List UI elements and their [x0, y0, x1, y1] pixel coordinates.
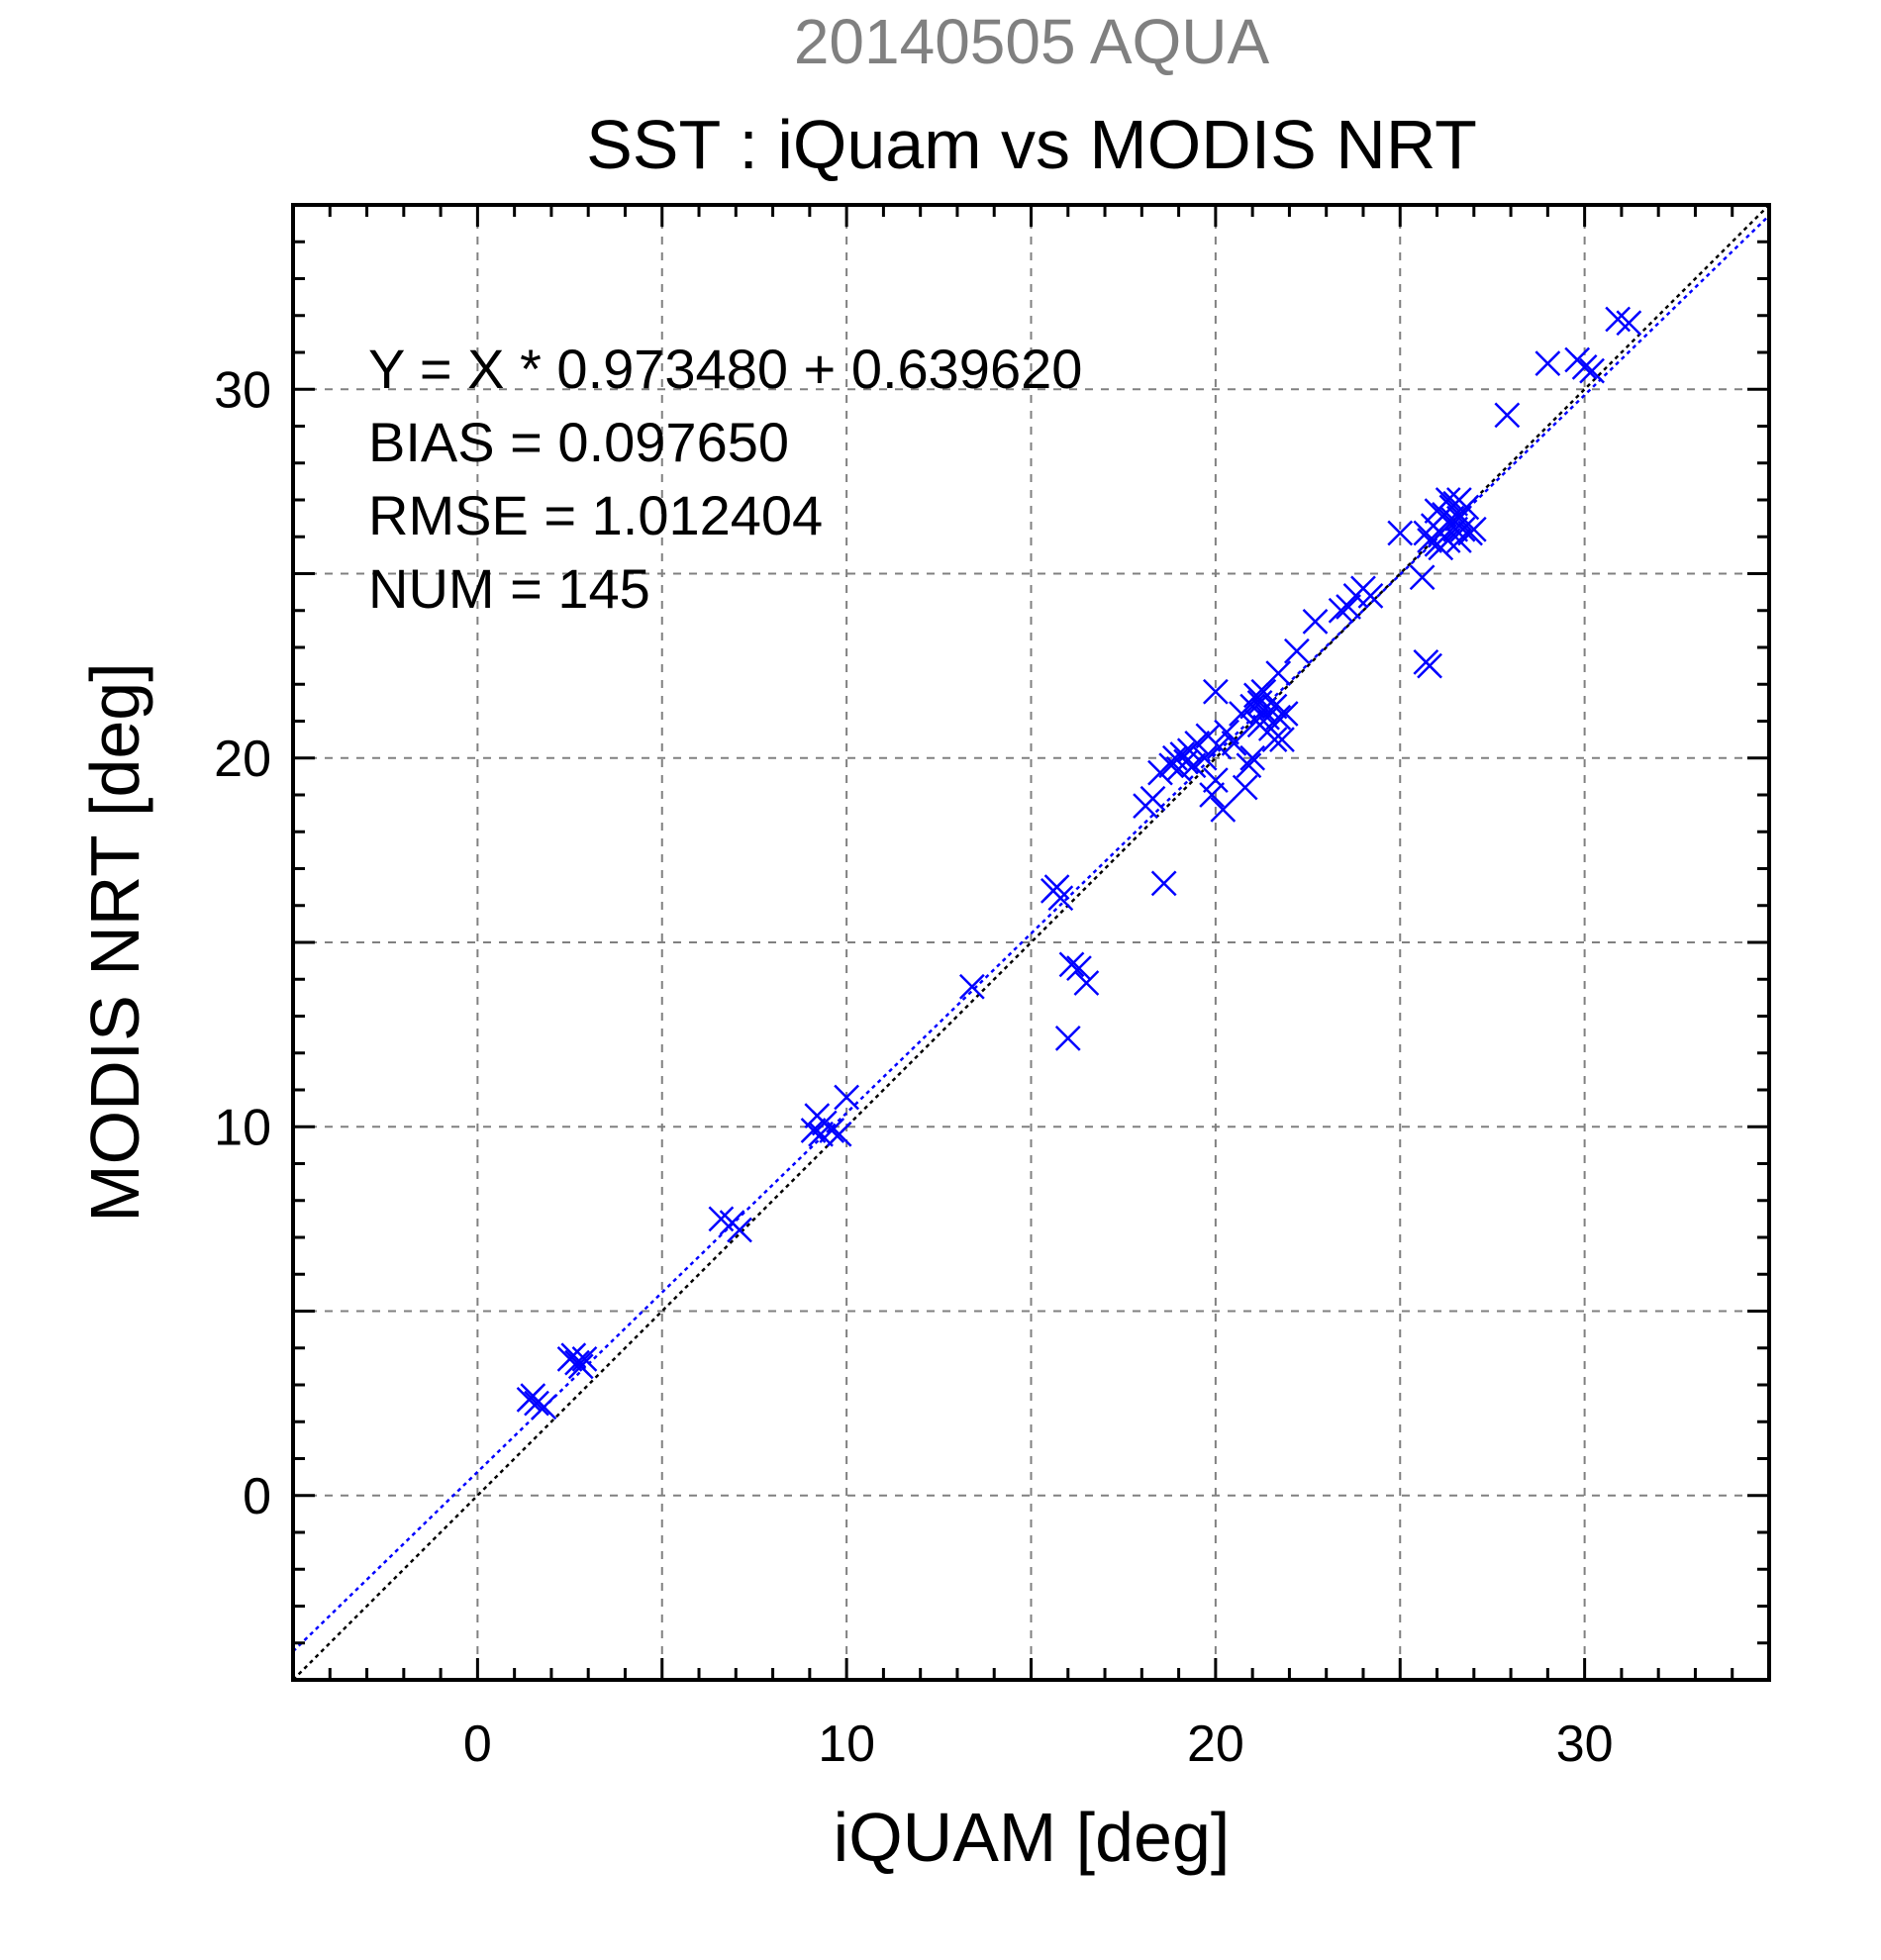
data-point	[1265, 660, 1292, 686]
data-point	[819, 1118, 845, 1143]
data-point	[1435, 528, 1461, 553]
data-point	[524, 1390, 549, 1417]
data-point	[1191, 744, 1218, 771]
data-point	[1616, 310, 1642, 337]
x-tick-label: 20	[1187, 1715, 1244, 1773]
data-point	[1214, 719, 1239, 745]
y-tick-label: 20	[214, 731, 271, 788]
data-point	[1269, 727, 1295, 753]
data-point	[1579, 357, 1605, 384]
data-point	[567, 1353, 594, 1380]
data-point	[1417, 528, 1442, 553]
axis-ticks	[291, 203, 1771, 1682]
data-point	[826, 1121, 852, 1147]
data-point	[1229, 701, 1254, 727]
data-point	[1199, 782, 1226, 808]
chart-supertitle: 20140505 AQUA	[794, 6, 1270, 77]
y-tick-label: 0	[243, 1468, 271, 1525]
y-tick-label: 30	[214, 361, 271, 419]
data-point	[1302, 609, 1329, 635]
data-point	[1494, 402, 1521, 429]
data-point	[1210, 797, 1237, 823]
data-point	[1446, 487, 1472, 513]
stat-line: Y = X * 0.973480 + 0.639620	[368, 338, 1082, 400]
data-point	[1066, 955, 1092, 981]
stat-line: RMSE = 1.012404	[368, 484, 823, 546]
data-point	[1180, 752, 1207, 779]
data-point	[1232, 774, 1258, 801]
data-point	[958, 973, 985, 1000]
x-tick-label: 30	[1556, 1715, 1614, 1773]
data-point	[1054, 1025, 1081, 1051]
data-point	[1357, 582, 1384, 609]
data-point	[1449, 516, 1476, 542]
x-tick-label: 0	[463, 1715, 492, 1773]
data-point	[1058, 951, 1085, 978]
data-point	[1409, 564, 1436, 591]
data-point	[1534, 350, 1561, 377]
data-point	[1417, 652, 1442, 679]
data-point	[1242, 682, 1269, 709]
data-point	[1206, 734, 1233, 760]
data-point	[727, 1217, 752, 1243]
data-point	[1265, 704, 1292, 731]
data-point	[1283, 637, 1310, 664]
data-point	[1150, 870, 1177, 897]
y-axis-label: MODIS NRT [deg]	[76, 662, 153, 1222]
x-tick-label: 10	[818, 1715, 875, 1773]
stat-line: BIAS = 0.097650	[368, 411, 789, 473]
data-point	[1239, 744, 1266, 771]
data-point	[1250, 678, 1277, 705]
data-point	[1073, 970, 1100, 996]
data-point	[834, 1084, 860, 1111]
data-point	[1184, 730, 1211, 756]
x-axis-label: iQUAM [deg]	[834, 1799, 1231, 1876]
data-point	[1043, 874, 1070, 901]
data-point	[1571, 354, 1598, 380]
chart-title: SST : iQuam vs MODIS NRT	[586, 106, 1477, 183]
data-points	[516, 306, 1642, 1421]
tick-labels: 0 10 20 30 0 10 20 30	[214, 361, 1613, 1773]
data-point	[1221, 730, 1247, 756]
stats-annotation: Y = X * 0.973480 + 0.639620 BIAS = 0.0976…	[368, 338, 1082, 620]
data-point	[1236, 752, 1262, 779]
data-point	[1460, 516, 1487, 542]
data-point	[1336, 594, 1361, 620]
data-point	[1272, 701, 1299, 727]
data-point	[1261, 727, 1288, 753]
data-point	[1139, 785, 1166, 812]
data-point	[800, 1118, 827, 1143]
data-point	[571, 1346, 598, 1372]
y-tick-label: 10	[214, 1099, 271, 1156]
data-point	[1202, 767, 1229, 793]
data-point	[1202, 678, 1229, 705]
data-point	[1387, 520, 1414, 546]
data-point	[520, 1383, 546, 1410]
stat-line: NUM = 145	[368, 557, 650, 620]
